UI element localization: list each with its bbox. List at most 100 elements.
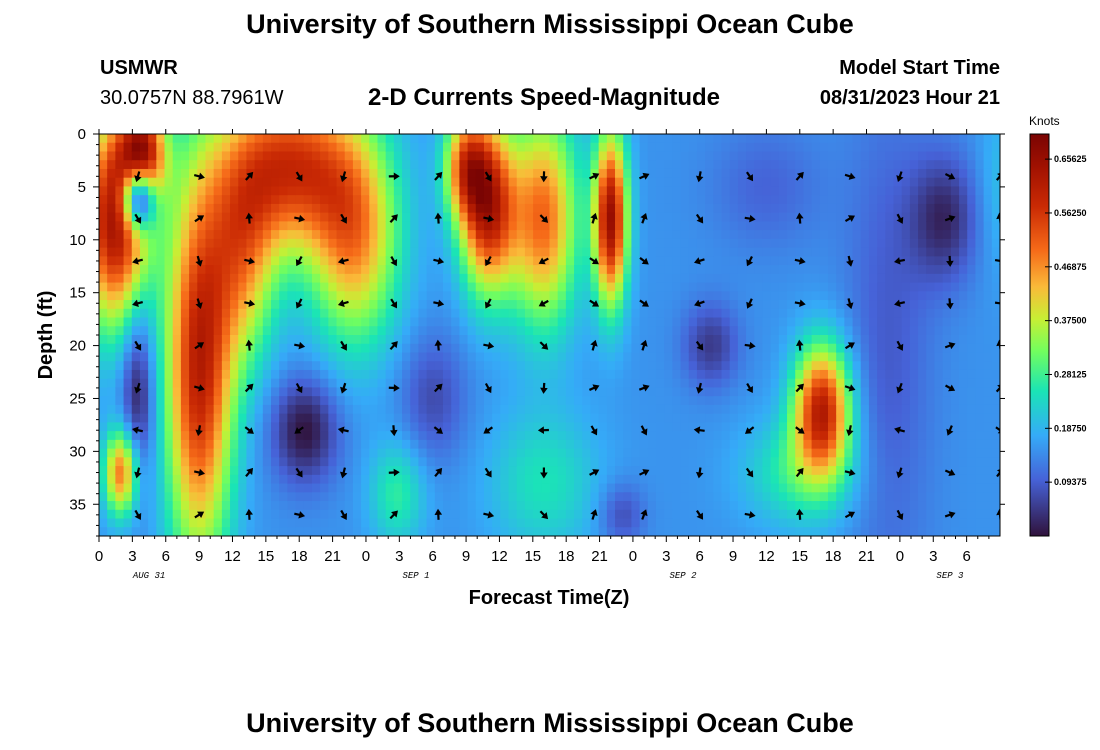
heatmap-cell — [655, 492, 665, 502]
heatmap-cell — [901, 378, 911, 389]
heatmap-cell — [328, 273, 338, 284]
heatmap-cell — [959, 518, 968, 528]
heatmap-cell — [524, 230, 534, 240]
heatmap-cell — [385, 247, 395, 257]
heatmap-cell — [549, 151, 559, 161]
heatmap-cell — [156, 457, 166, 467]
heatmap-cell — [492, 308, 501, 319]
heatmap-cell — [680, 509, 690, 520]
heatmap-cell — [361, 404, 370, 415]
heatmap-cell — [254, 335, 264, 345]
heatmap-cell — [123, 501, 133, 511]
heatmap-cell — [156, 317, 166, 327]
heatmap-cell — [459, 326, 469, 336]
heatmap-cell — [426, 404, 436, 415]
heatmap-cell — [942, 457, 952, 467]
heatmap-cell — [418, 186, 428, 196]
heatmap-cell — [639, 448, 649, 458]
heatmap-cell — [737, 282, 747, 292]
heatmap-cell — [541, 230, 551, 240]
heatmap-cell — [787, 378, 796, 389]
heatmap-cell — [99, 265, 108, 275]
heatmap-cell — [467, 230, 477, 240]
heatmap-cell — [909, 527, 919, 536]
heatmap-cell — [680, 335, 690, 345]
heatmap-cell — [746, 335, 755, 345]
heatmap-cell — [909, 221, 919, 231]
heatmap-cell — [189, 509, 198, 520]
heatmap-cell — [164, 413, 174, 423]
heatmap-cell — [705, 247, 714, 257]
heatmap-cell — [238, 195, 248, 205]
heatmap-cell — [770, 300, 780, 310]
heatmap-cell — [836, 134, 845, 144]
heatmap-cell — [844, 160, 854, 170]
heatmap-cell — [148, 308, 157, 319]
heatmap-cell — [475, 212, 485, 222]
heatmap-cell — [426, 273, 436, 284]
heatmap-cell — [950, 203, 960, 214]
heatmap-cell — [156, 282, 166, 292]
heatmap-cell — [770, 134, 780, 144]
heatmap-cell — [926, 317, 936, 327]
heatmap-cell — [541, 466, 551, 476]
heatmap-cell — [860, 439, 870, 450]
heatmap-cell — [901, 352, 911, 362]
heatmap-cell — [893, 326, 903, 336]
heatmap-cell — [664, 134, 673, 144]
heatmap-cell — [688, 352, 698, 362]
heatmap-cell — [721, 168, 731, 179]
heatmap-cell — [950, 326, 960, 336]
heatmap-cell — [926, 308, 936, 319]
heatmap-cell — [926, 151, 936, 161]
heatmap-cell — [541, 378, 551, 389]
heatmap-cell — [443, 352, 452, 362]
heatmap-cell — [123, 195, 133, 205]
heatmap-cell — [213, 195, 223, 205]
heatmap-cell — [615, 142, 624, 153]
heatmap-cell — [754, 238, 764, 249]
heatmap-cell — [123, 387, 133, 397]
heatmap-cell — [721, 387, 731, 397]
heatmap-cell — [352, 457, 362, 467]
heatmap-cell — [221, 256, 231, 266]
heatmap-cell — [434, 413, 444, 423]
heatmap-cell — [287, 413, 297, 423]
heatmap-cell — [705, 134, 714, 144]
heatmap-cell — [500, 404, 510, 415]
heatmap-cell — [680, 273, 690, 284]
heatmap-cell — [574, 518, 583, 528]
heatmap-cell — [606, 474, 616, 485]
heatmap-cell — [385, 466, 395, 476]
heatmap-cell — [672, 151, 682, 161]
heatmap-cell — [402, 466, 411, 476]
heatmap-cell — [369, 317, 379, 327]
heatmap-cell — [729, 422, 739, 432]
heatmap-cell — [115, 134, 125, 144]
heatmap-cell — [852, 483, 862, 493]
heatmap-cell — [246, 247, 256, 257]
heatmap-cell — [418, 448, 428, 458]
heatmap-cell — [131, 317, 141, 327]
heatmap-cell — [885, 413, 895, 423]
heatmap-cell — [451, 282, 460, 292]
heatmap-cell — [737, 195, 747, 205]
heatmap-cell — [606, 282, 616, 292]
heatmap-cell — [230, 273, 239, 284]
heatmap-cell — [762, 256, 772, 266]
heatmap-cell — [131, 195, 141, 205]
heatmap-cell — [279, 265, 288, 275]
heatmap-cell — [508, 256, 518, 266]
heatmap-cell — [926, 203, 936, 214]
heatmap-cell — [156, 474, 166, 485]
heatmap-cell — [402, 134, 411, 144]
heatmap-cell — [156, 273, 166, 284]
heatmap-cell — [918, 466, 927, 476]
heatmap-cell — [860, 396, 870, 406]
heatmap-cell — [909, 134, 919, 144]
heatmap-cell — [352, 466, 362, 476]
heatmap-cell — [787, 177, 796, 188]
heatmap-cell — [901, 134, 911, 144]
heatmap-cell — [524, 212, 534, 222]
heatmap-cell — [901, 142, 911, 153]
